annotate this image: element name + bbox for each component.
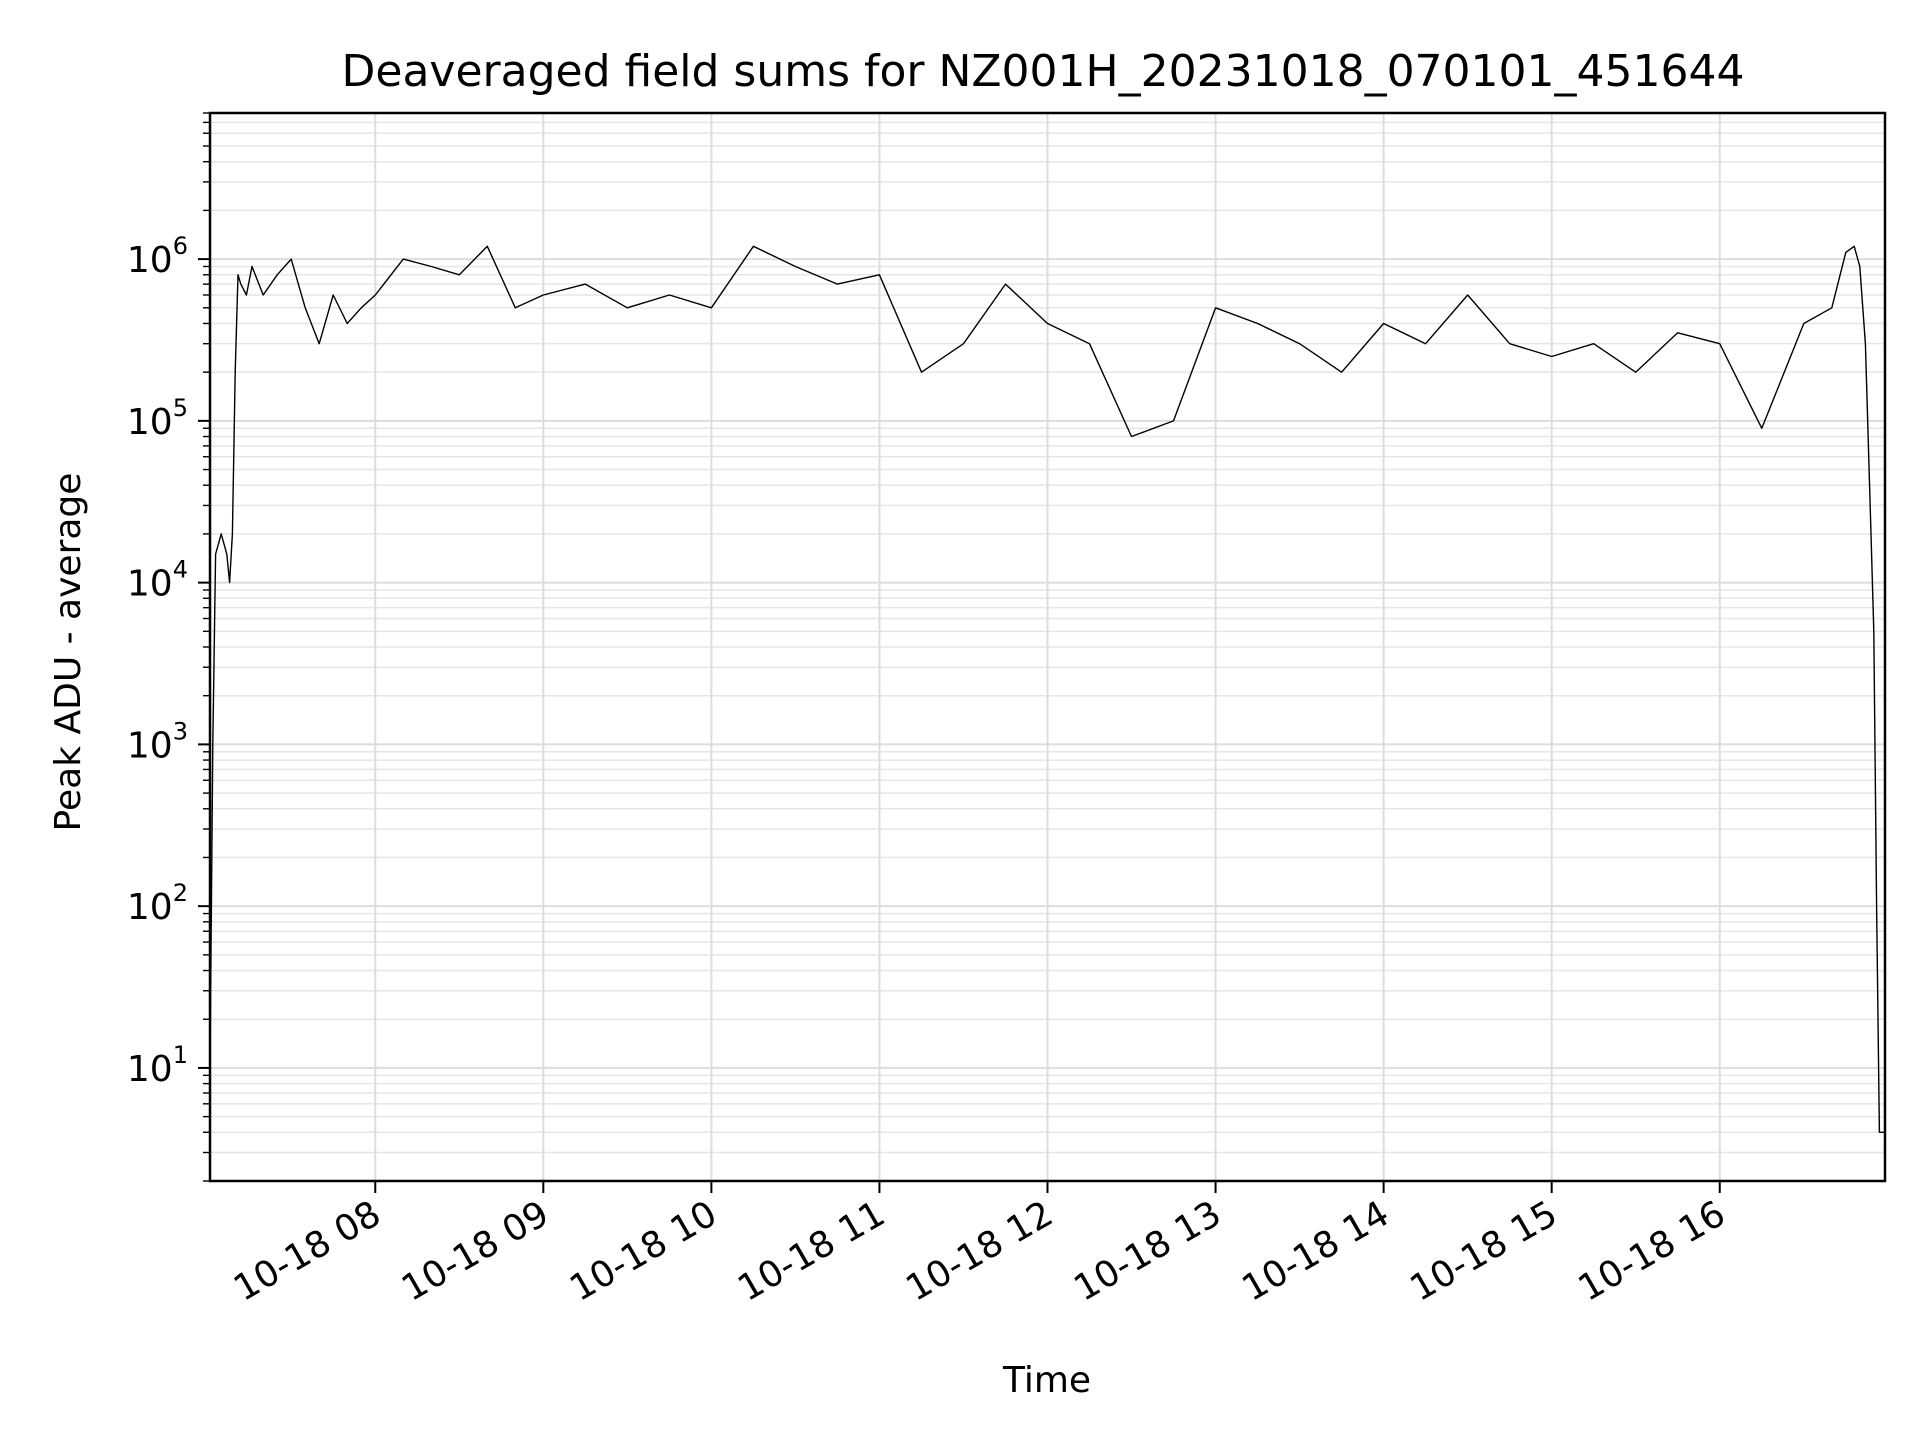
series-line xyxy=(209,245,1885,1133)
y-axis-label: Peak ADU - average xyxy=(48,473,89,832)
x-tick-label: 10-18 14 xyxy=(1235,1193,1396,1309)
y-tick-label: 102 xyxy=(127,879,188,928)
y-tick-label: 105 xyxy=(127,394,188,443)
y-tick-label: 103 xyxy=(127,717,188,766)
x-tick-label: 10-18 11 xyxy=(731,1193,892,1309)
x-axis: 10-18 08 10-18 09 10-18 10 10-18 11 10-18 12… xyxy=(227,1181,1732,1310)
x-tick-label: 10-18 12 xyxy=(899,1193,1060,1309)
y-tick-label: 106 xyxy=(127,232,188,281)
y-axis: 101 102 103 104 105 106 xyxy=(127,112,210,1182)
x-tick-label: 10-18 08 xyxy=(227,1193,388,1309)
x-axis-label: Time xyxy=(1002,1360,1091,1401)
y-tick-label: 104 xyxy=(127,556,188,605)
x-tick-label: 10-18 15 xyxy=(1404,1193,1565,1309)
chart-title: Deaveraged field sums for NZ001H_2023101… xyxy=(342,46,1745,97)
y-tick-label: 101 xyxy=(127,1041,188,1090)
x-tick-label: 10-18 13 xyxy=(1067,1193,1228,1309)
x-tick-label: 10-18 09 xyxy=(395,1193,556,1309)
x-tick-label: 10-18 16 xyxy=(1572,1193,1733,1309)
x-tick-label: 10-18 10 xyxy=(563,1193,724,1309)
